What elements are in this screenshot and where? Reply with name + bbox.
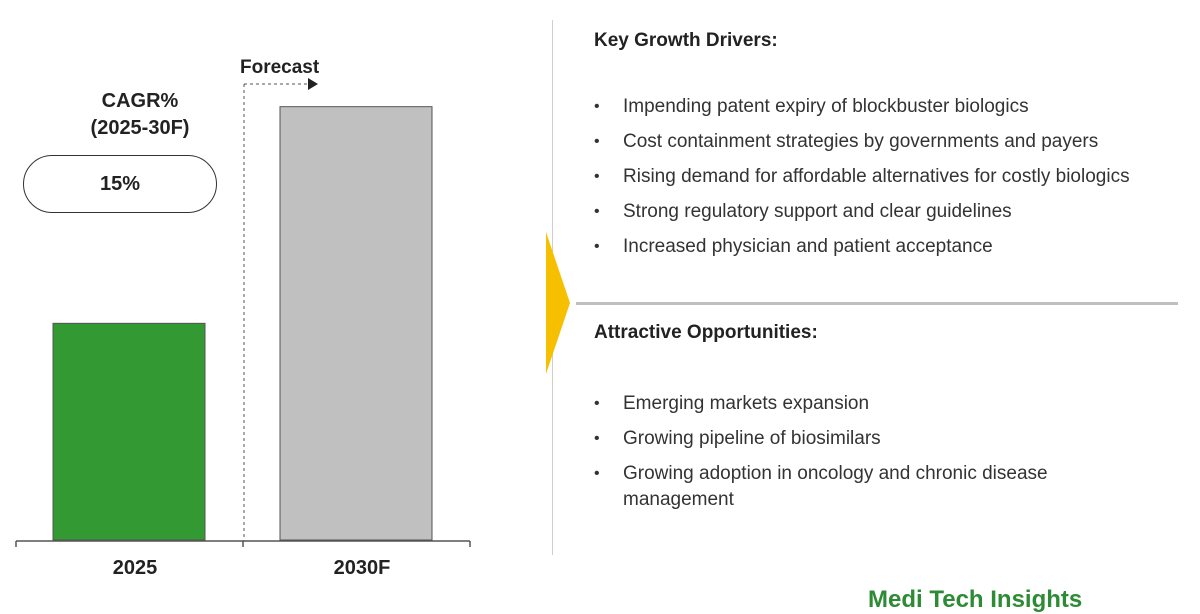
x-tick-label: 2025 (113, 557, 158, 579)
list-item: Impending patent expiry of blockbuster b… (594, 94, 1194, 120)
list-item: Emerging markets expansion (594, 391, 1074, 417)
cagr-title-line1: CAGR% (101, 90, 179, 112)
opportunities-heading: Attractive Opportunities: (594, 322, 1194, 344)
bar-2025 (52, 322, 206, 541)
forecast-arrowhead-icon (308, 78, 318, 90)
list-item: Growing adoption in oncology and chronic… (594, 461, 1074, 513)
list-item: Increased physician and patient acceptan… (594, 234, 1194, 260)
cagr-title: CAGR% (2025-30F) (40, 88, 240, 142)
x-tick-label: 2030F (334, 557, 391, 579)
growth-drivers-heading: Key Growth Drivers: (594, 30, 1194, 52)
opportunities-list: Emerging markets expansion Growing pipel… (594, 391, 1074, 522)
list-item: Strong regulatory support and clear guid… (594, 199, 1194, 225)
list-item: Growing pipeline of biosimilars (594, 426, 1074, 452)
list-item: Rising demand for affordable alternative… (594, 164, 1194, 190)
chevron-right-icon (546, 232, 570, 374)
section-divider (576, 302, 1178, 305)
cagr-title-line2: (2025-30F) (90, 117, 190, 139)
cagr-value-badge: 15% (23, 155, 217, 213)
cagr-value: 15% (99, 172, 141, 195)
bar-2030F (279, 106, 433, 541)
growth-drivers-list: Impending patent expiry of blockbuster b… (594, 94, 1194, 269)
forecast-label: Forecast (240, 57, 320, 78)
brand-logo: Medi Tech Insights (868, 586, 1083, 613)
section-title: Key Growth Drivers: (594, 30, 778, 51)
section-title: Attractive Opportunities: (594, 322, 818, 343)
bar-chart: 2025 2030F (15, 78, 471, 579)
list-item: Cost containment strategies by governmen… (594, 129, 1194, 155)
